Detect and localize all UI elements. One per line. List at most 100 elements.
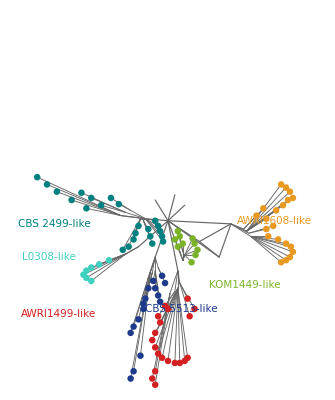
Point — [285, 197, 291, 203]
Point — [189, 259, 194, 266]
Point — [288, 244, 293, 250]
Point — [133, 230, 138, 236]
Point — [84, 275, 89, 281]
Point — [120, 247, 125, 253]
Point — [152, 382, 158, 388]
Point — [160, 238, 166, 245]
Point — [141, 301, 146, 307]
Point — [155, 223, 161, 229]
Point — [185, 296, 190, 302]
Point — [162, 280, 168, 286]
Point — [287, 254, 292, 260]
Point — [35, 174, 40, 180]
Point — [266, 233, 271, 240]
Point — [175, 228, 181, 234]
Point — [254, 212, 259, 219]
Point — [143, 296, 148, 302]
Point — [157, 228, 163, 234]
Point — [152, 344, 158, 350]
Point — [152, 285, 158, 292]
Text: CBS 5513-like: CBS 5513-like — [145, 304, 218, 314]
Point — [264, 216, 269, 222]
Point — [162, 303, 168, 309]
Point — [84, 205, 89, 212]
Point — [190, 235, 195, 242]
Point — [116, 201, 122, 207]
Point — [273, 207, 279, 214]
Point — [283, 240, 289, 247]
Point — [155, 292, 161, 299]
Point — [155, 313, 161, 320]
Point — [98, 202, 104, 208]
Point — [159, 233, 165, 240]
Point — [278, 181, 284, 188]
Point — [175, 244, 181, 250]
Point — [150, 278, 156, 284]
Point — [128, 330, 133, 336]
Point — [172, 236, 178, 243]
Point — [271, 223, 276, 229]
Point — [159, 272, 165, 279]
Point — [88, 278, 94, 284]
Point — [159, 354, 165, 361]
Point — [149, 240, 155, 247]
Point — [165, 306, 171, 312]
Point — [182, 358, 187, 364]
Point — [180, 240, 186, 247]
Point — [283, 257, 289, 264]
Point — [275, 236, 281, 243]
Point — [280, 202, 286, 208]
Point — [290, 249, 295, 255]
Point — [88, 264, 94, 271]
Point — [152, 368, 158, 374]
Point — [128, 375, 133, 382]
Text: CBS 2499-like: CBS 2499-like — [17, 219, 90, 229]
Point — [126, 244, 131, 250]
Point — [108, 195, 114, 201]
Text: AWRI1499-like: AWRI1499-like — [20, 309, 96, 319]
Point — [165, 358, 171, 364]
Point — [157, 319, 163, 326]
Point — [106, 257, 112, 264]
Point — [157, 298, 163, 305]
Point — [149, 337, 155, 343]
Point — [278, 259, 284, 266]
Point — [136, 223, 141, 229]
Point — [264, 226, 269, 232]
Point — [177, 360, 183, 366]
Point — [193, 252, 198, 258]
Point — [152, 330, 158, 336]
Point — [146, 226, 151, 232]
Point — [81, 272, 86, 278]
Point — [131, 236, 136, 243]
Point — [177, 233, 183, 240]
Point — [44, 181, 50, 188]
Point — [131, 324, 136, 330]
Point — [148, 233, 153, 240]
Point — [287, 188, 292, 195]
Point — [54, 188, 60, 195]
Point — [88, 195, 94, 201]
Point — [185, 354, 190, 361]
Point — [261, 205, 266, 212]
Point — [84, 267, 89, 274]
Point — [192, 240, 197, 247]
Point — [192, 306, 197, 312]
Point — [69, 197, 74, 203]
Point — [149, 375, 155, 382]
Point — [187, 313, 192, 320]
Point — [79, 190, 84, 196]
Point — [138, 352, 143, 359]
Point — [172, 360, 178, 366]
Point — [155, 350, 161, 357]
Text: AWRI1608-like: AWRI1608-like — [237, 216, 312, 226]
Point — [195, 247, 200, 253]
Point — [96, 261, 102, 268]
Point — [141, 306, 146, 312]
Point — [131, 368, 136, 374]
Text: KOM1449-like: KOM1449-like — [209, 280, 281, 290]
Point — [152, 218, 158, 224]
Point — [136, 316, 141, 322]
Point — [283, 184, 289, 191]
Point — [146, 285, 151, 292]
